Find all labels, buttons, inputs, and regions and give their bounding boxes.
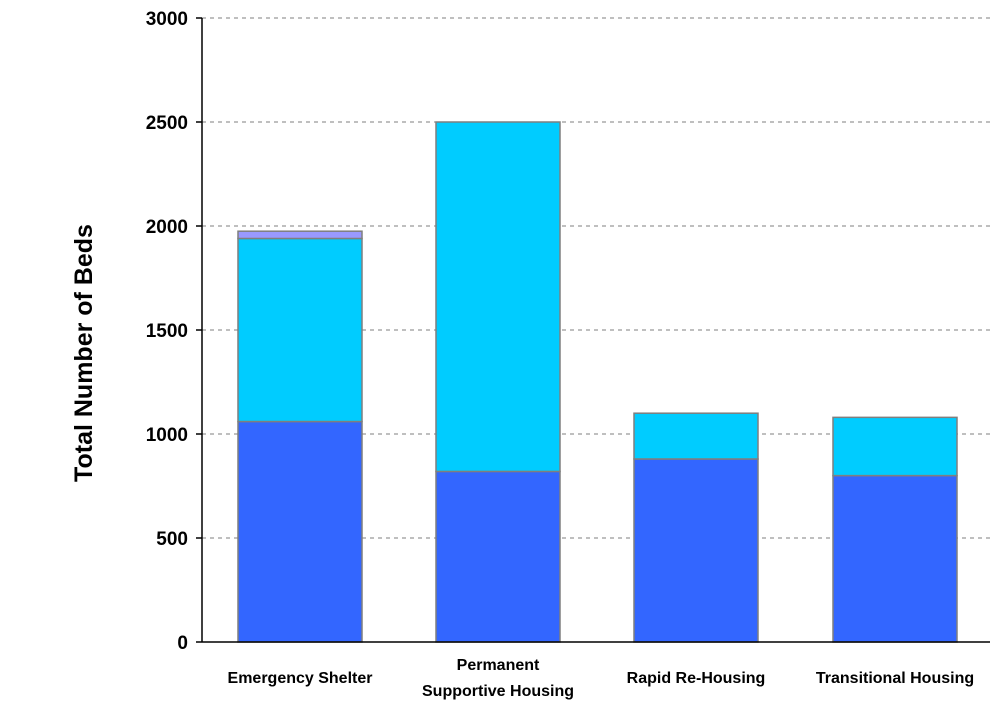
y-tick-label: 3000 (146, 9, 188, 30)
bar-segment (237, 420, 363, 643)
x-tick-label: Rapid Re-Housing (627, 670, 766, 687)
x-tick-label: Transitional Housing (816, 670, 974, 687)
y-tick-label: 0 (177, 633, 188, 654)
x-tick-label: Emergency Shelter (228, 670, 373, 687)
y-axis-label: Total Number of Beds (70, 224, 98, 482)
x-tick-label-line: Permanent (457, 657, 540, 674)
x-tick-label-line: Supportive Housing (422, 683, 574, 700)
x-tick-label: Permanent Supportive Housing (422, 657, 574, 700)
bars (237, 121, 958, 643)
bar-segment (435, 121, 561, 473)
bar-segment (633, 412, 759, 460)
axes (196, 17, 990, 643)
x-tick-labels: Emergency Shelter Permanent Supportive Hou… (228, 657, 975, 700)
y-tick-labels: 0 500 1000 1500 2000 2500 3000 (146, 9, 188, 654)
bar-segment (832, 474, 958, 643)
bar-segment (832, 416, 958, 477)
y-tick-label: 2000 (146, 217, 188, 238)
bar-segment (237, 230, 363, 240)
x-tick-label-line: Transitional Housing (816, 670, 974, 687)
y-tick-label: 1000 (146, 425, 188, 446)
x-tick-label-line: Emergency Shelter (228, 670, 373, 687)
bar-segment (435, 470, 561, 643)
y-tick-label: 500 (156, 529, 188, 550)
x-tick-label-line: Rapid Re-Housing (627, 670, 766, 687)
bar-segment (633, 458, 759, 643)
y-tick-label: 2500 (146, 113, 188, 134)
y-tick-label: 1500 (146, 321, 188, 342)
bar-segment (237, 237, 363, 423)
